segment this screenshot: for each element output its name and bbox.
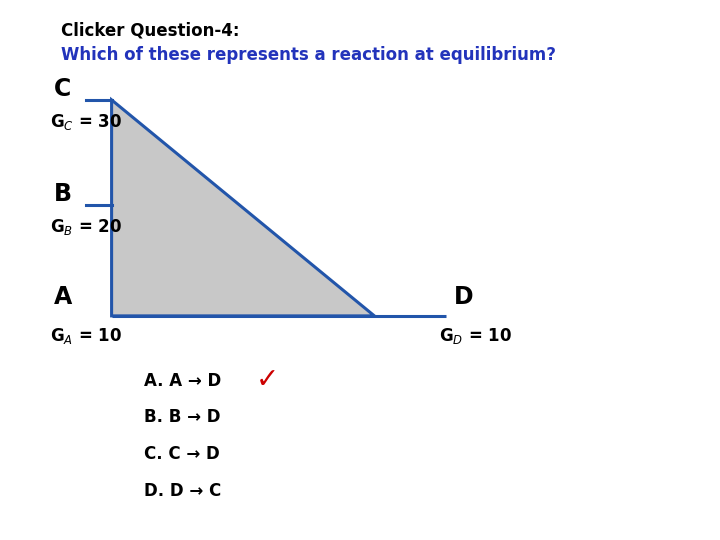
- Text: D: D: [454, 285, 473, 309]
- Text: A. A → D: A. A → D: [144, 372, 221, 390]
- Text: G$_B$ = 20: G$_B$ = 20: [50, 217, 122, 237]
- Text: B: B: [54, 183, 72, 206]
- Text: B. B → D: B. B → D: [144, 408, 220, 427]
- Text: G$_A$ = 10: G$_A$ = 10: [50, 326, 122, 346]
- Text: G$_C$ = 30: G$_C$ = 30: [50, 111, 122, 132]
- Text: C: C: [54, 77, 71, 101]
- Text: D. D → C: D. D → C: [144, 482, 221, 500]
- Text: Clicker Question-4:: Clicker Question-4:: [61, 22, 240, 39]
- Text: A: A: [54, 285, 72, 309]
- Text: G$_D$ = 10: G$_D$ = 10: [439, 326, 513, 346]
- Text: ✓: ✓: [256, 366, 279, 394]
- Text: C. C → D: C. C → D: [144, 445, 220, 463]
- Polygon shape: [112, 100, 374, 316]
- Text: Which of these represents a reaction at equilibrium?: Which of these represents a reaction at …: [61, 46, 557, 64]
